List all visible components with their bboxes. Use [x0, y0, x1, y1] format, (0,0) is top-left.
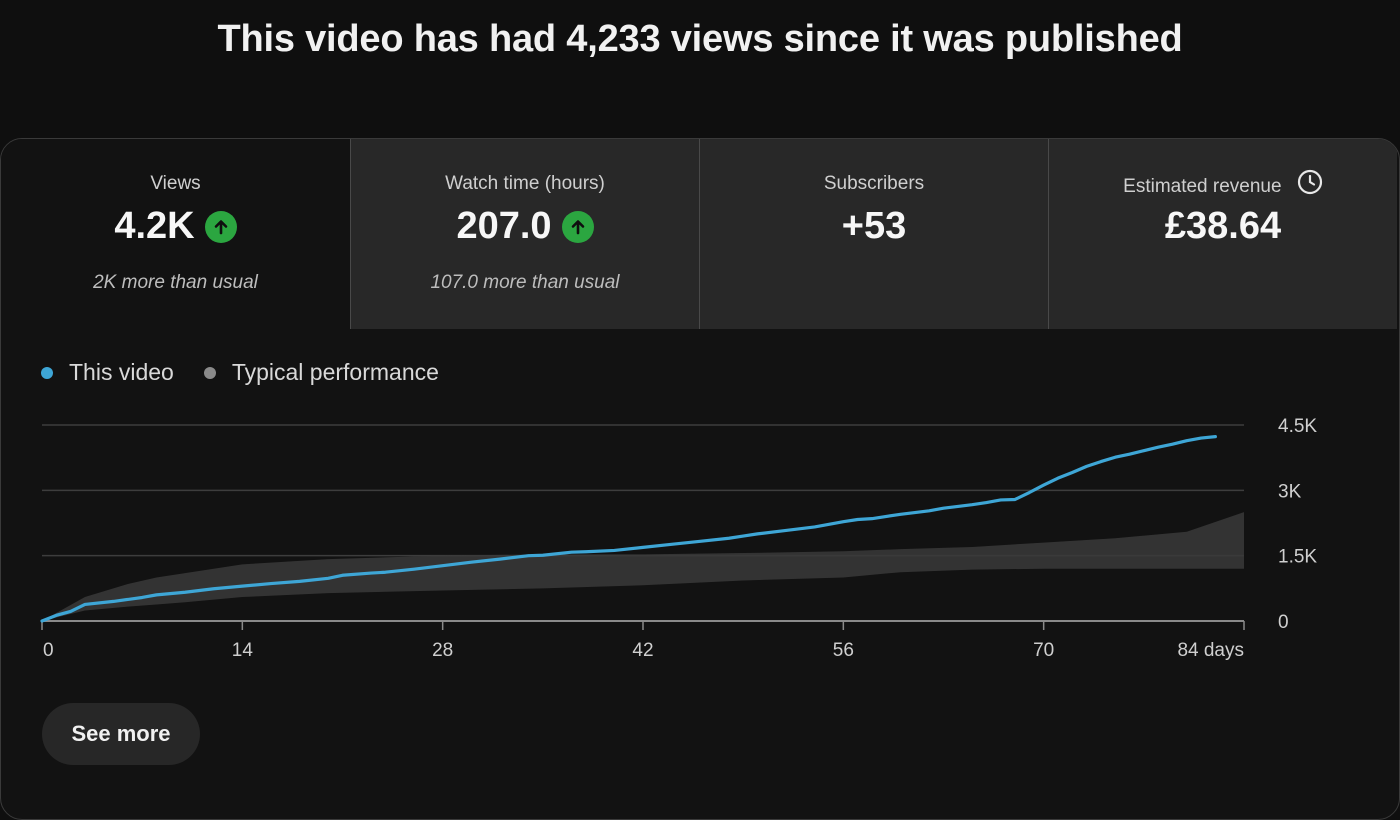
x-tick-label: 28: [432, 640, 453, 661]
analytics-card: Views 4.2K 2K more than usual Watch time…: [0, 138, 1400, 820]
typical-performance-band: [42, 512, 1244, 621]
up-arrow-icon: [561, 210, 594, 243]
metric-value: +53: [841, 205, 907, 247]
legend-this-video[interactable]: This video: [41, 359, 174, 386]
metric-note: 107.0 more than usual: [430, 272, 620, 293]
views-chart[interactable]: 0 1.5K 3K 4.5K 0 14 28 42 56 70 84 days: [0, 0, 1400, 690]
x-tick-label: 0: [43, 640, 54, 661]
up-arrow-icon: [204, 210, 237, 243]
legend-dot-typical: [203, 366, 216, 379]
chart-legend: This video Typical performance: [41, 359, 469, 386]
metric-value: 207.0: [456, 205, 552, 247]
legend-dot-this-video: [41, 366, 53, 379]
page-title: This video has had 4,233 views since it …: [217, 18, 1183, 60]
tab-views[interactable]: Views 4.2K 2K more than usual: [1, 139, 350, 329]
legend-typical[interactable]: Typical performance: [203, 359, 439, 386]
x-tick-label: 56: [833, 640, 854, 661]
y-tick-label: 4.5K: [1278, 416, 1317, 437]
tab-estimated-revenue[interactable]: Estimated revenue £38.64: [1048, 139, 1397, 329]
metric-label: Subscribers: [823, 173, 925, 194]
metric-label: Watch time (hours): [445, 173, 605, 194]
x-tick-label: 84 days: [1177, 640, 1244, 661]
y-tick-label: 0: [1278, 612, 1289, 633]
legend-label: Typical performance: [231, 359, 439, 385]
metric-note: 2K more than usual: [93, 272, 258, 293]
tab-watch-time[interactable]: Watch time (hours) 207.0 107.0 more than…: [350, 139, 699, 329]
see-more-button[interactable]: See more: [42, 703, 200, 765]
series-line-this-video: [40, 435, 1217, 623]
y-tick-label: 1.5K: [1278, 547, 1317, 568]
metric-value: £38.64: [1164, 205, 1282, 247]
tab-subscribers[interactable]: Subscribers +53: [699, 139, 1048, 329]
y-tick-label: 3K: [1278, 481, 1302, 502]
metric-label: Estimated revenue: [1123, 176, 1282, 198]
x-tick-label: 14: [232, 640, 254, 661]
legend-label: This video: [69, 359, 174, 385]
clock-icon[interactable]: [1297, 169, 1323, 201]
metrics-tabs: Views 4.2K 2K more than usual Watch time…: [1, 139, 1399, 329]
metric-value: 4.2K: [114, 205, 195, 247]
x-tick-label: 70: [1033, 640, 1054, 661]
x-tick-label: 42: [632, 640, 653, 661]
metric-label: Views: [150, 173, 201, 194]
